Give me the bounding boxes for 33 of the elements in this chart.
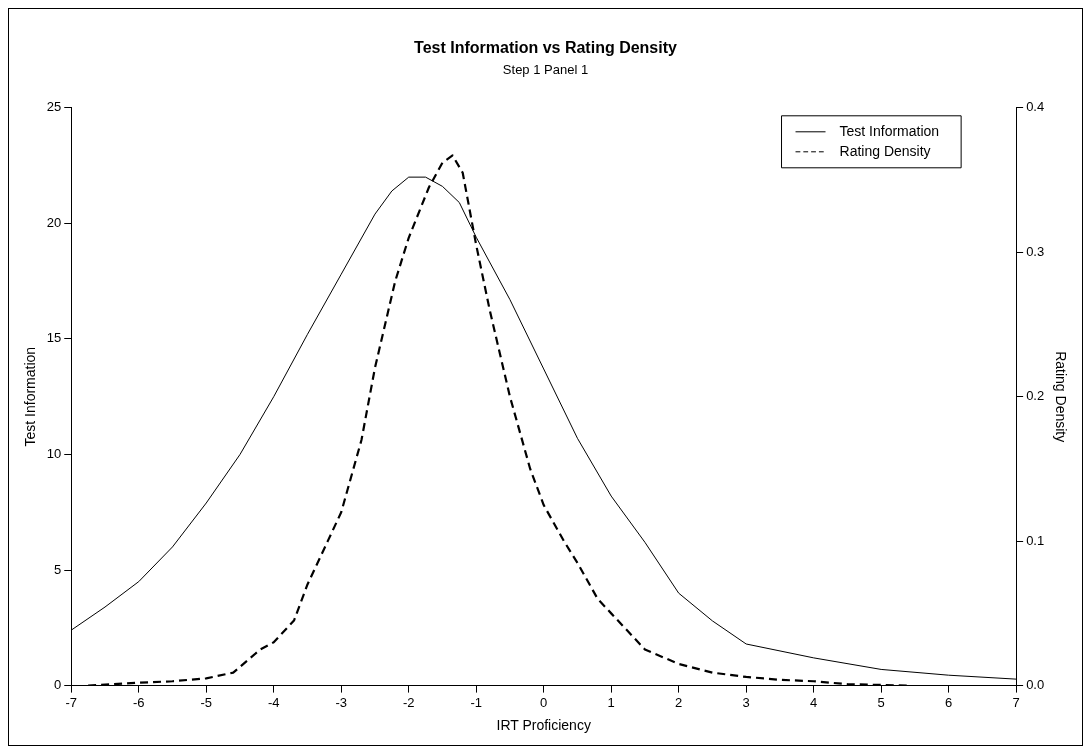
y-tick-label: 0	[54, 677, 62, 693]
x-tick-label: -7	[65, 694, 78, 710]
y2-tick-label: 0.0	[1026, 677, 1045, 693]
chart-title: Test Information vs Rating Density	[414, 39, 678, 57]
x-axis-title: IRT Proficiency	[496, 717, 591, 734]
x-tick-label: -1	[470, 694, 482, 710]
x-tick-label: 4	[810, 694, 818, 710]
x-tick-label: 5	[877, 694, 885, 710]
y2-tick-label: 0.3	[1026, 243, 1045, 259]
chart-subtitle: Step 1 Panel 1	[502, 61, 589, 77]
y-tick-label: 25	[46, 99, 62, 115]
x-tick-label: 6	[945, 694, 953, 710]
x-tick-label: -2	[402, 694, 415, 710]
y2-tick-label: 0.2	[1026, 388, 1045, 404]
x-tick-label: 7	[1012, 694, 1020, 710]
y2-tick-label: 0.4	[1026, 99, 1045, 115]
x-tick-label: 0	[540, 694, 548, 710]
y2-axis-title: Rating Density	[1052, 351, 1069, 443]
x-tick-label: 1	[607, 694, 615, 710]
legend-label: Test Information	[839, 122, 940, 139]
y-tick-label: 5	[54, 561, 62, 577]
x-tick-label: -4	[267, 694, 280, 710]
x-tick-label: -6	[132, 694, 145, 710]
y2-tick-label: 0.1	[1026, 532, 1045, 548]
x-tick-label: -5	[200, 694, 213, 710]
y-tick-label: 15	[46, 330, 62, 346]
x-tick-label: -3	[335, 694, 347, 710]
x-tick-label: 3	[742, 694, 750, 710]
y-tick-label: 10	[46, 446, 62, 462]
y-axis-title: Test Information	[22, 346, 39, 447]
x-tick-label: 2	[675, 694, 683, 710]
y-tick-label: 20	[46, 214, 62, 230]
legend-label: Rating Density	[839, 142, 931, 159]
